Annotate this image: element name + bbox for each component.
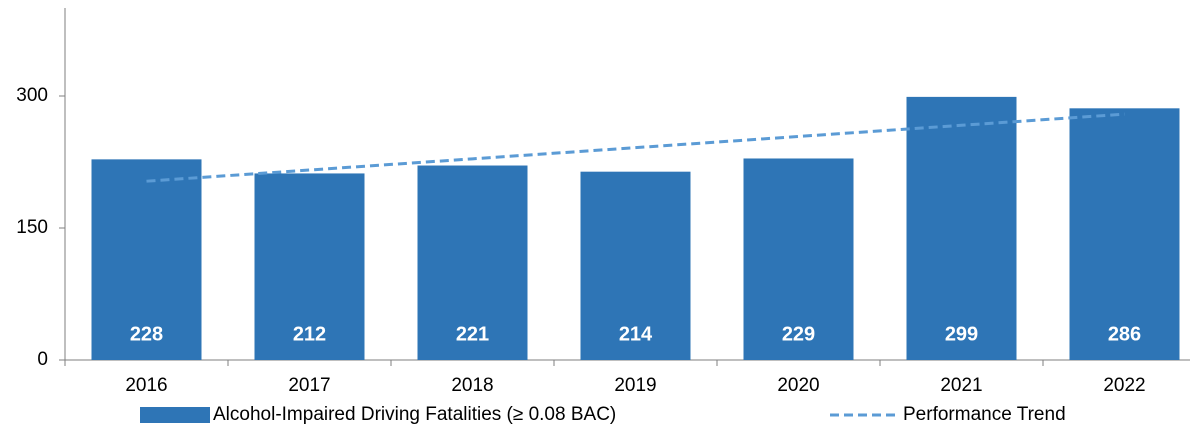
- data-label: 229: [782, 323, 815, 345]
- y-tick-label: 300: [16, 85, 48, 106]
- x-tick-label: 2017: [288, 375, 330, 396]
- x-tick-label: 2016: [125, 375, 167, 396]
- data-label: 212: [293, 323, 326, 345]
- y-tick-label: 150: [16, 217, 48, 238]
- data-label: 221: [456, 323, 489, 345]
- x-tick-label: 2022: [1103, 375, 1145, 396]
- x-tick-label: 2019: [614, 375, 656, 396]
- legend-label: Performance Trend: [903, 404, 1066, 425]
- x-tick-label: 2021: [940, 375, 982, 396]
- x-tick-label: 2018: [451, 375, 493, 396]
- data-label: 228: [130, 323, 163, 345]
- bar: [580, 171, 691, 360]
- bar: [1069, 108, 1180, 360]
- legend-swatch: [140, 407, 210, 423]
- x-tick-label: 2020: [777, 375, 819, 396]
- bar: [254, 173, 365, 360]
- bar: [417, 165, 528, 360]
- bar: [906, 96, 1017, 360]
- bar: [91, 159, 202, 360]
- legend-label: Alcohol-Impaired Driving Fatalities (≥ 0…: [213, 404, 616, 425]
- data-label: 214: [619, 323, 653, 345]
- bar: [743, 158, 854, 360]
- data-label: 299: [945, 323, 978, 345]
- trend-line: [146, 112, 1125, 183]
- data-label: 286: [1108, 323, 1141, 345]
- y-tick-label: 0: [37, 349, 48, 370]
